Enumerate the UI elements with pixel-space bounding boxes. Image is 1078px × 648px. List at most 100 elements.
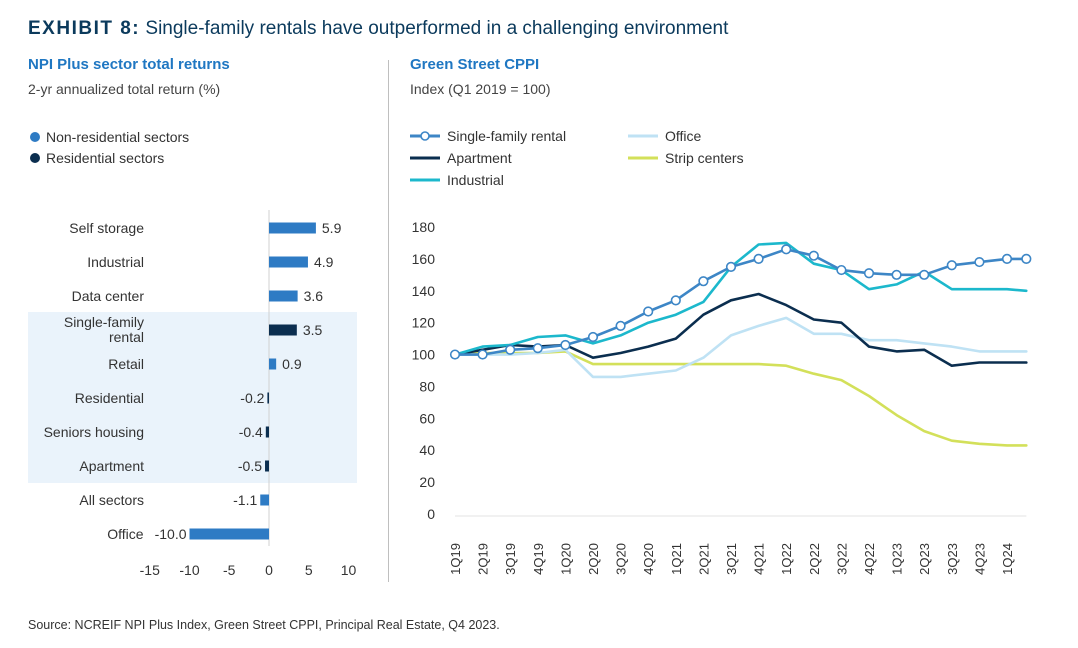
sfr-marker [670, 295, 681, 306]
bar-value-label: -1.1 [233, 492, 257, 508]
x-tick-label: 2Q21 [696, 543, 711, 575]
y-tick-label: 80 [419, 378, 435, 394]
bar [265, 460, 269, 472]
y-tick-label: 20 [419, 474, 435, 490]
x-tick-label: 0 [265, 562, 273, 578]
x-tick-label: 4Q22 [862, 543, 877, 575]
exhibit-heading: Single-family rentals have outperformed … [145, 18, 729, 39]
category-label: All sectors [79, 492, 144, 508]
y-tick-label: 0 [427, 506, 435, 522]
y-tick-label: 100 [412, 347, 436, 363]
bar [267, 392, 269, 404]
series-line-office [453, 316, 1028, 379]
sfr-marker [974, 256, 985, 268]
sfr-marker [946, 260, 957, 271]
y-tick-label: 40 [419, 442, 435, 458]
left-panel-subtitle: 2-yr annualized total return (%) [28, 81, 221, 97]
x-tick-label: 4Q21 [752, 543, 767, 575]
legend-label: Office [665, 128, 702, 144]
x-tick-label: 4Q23 [972, 543, 987, 575]
sfr-marker [587, 331, 599, 343]
right-panel-subtitle: Index (Q1 2019 = 100) [410, 81, 551, 97]
x-tick-label: 1Q20 [558, 543, 573, 575]
source-note: Source: NCREIF NPI Plus Index, Green Str… [28, 618, 500, 632]
bar-value-label: -0.5 [238, 458, 262, 474]
x-tick-label: 1Q24 [1000, 543, 1015, 575]
category-label: Office [107, 526, 144, 542]
legend-label: Single-family rental [447, 128, 566, 144]
y-tick-label: 140 [412, 283, 436, 299]
bar [269, 222, 316, 234]
sfr-marker [891, 269, 902, 280]
bar-value-label: -0.2 [240, 390, 264, 406]
x-tick-label: -5 [223, 562, 236, 578]
bar [269, 290, 298, 302]
category-label: Industrial [87, 254, 144, 270]
series-line-strip-centers [453, 350, 1028, 447]
bar [269, 324, 297, 336]
sfr-marker [643, 306, 654, 317]
category-label: Apartment [79, 458, 144, 474]
legend-marker-1 [30, 153, 40, 163]
sfr-marker [477, 349, 488, 360]
bar-value-label: 0.9 [282, 356, 302, 372]
sfr-marker [615, 320, 626, 331]
sfr-marker [725, 261, 737, 272]
bar [260, 494, 269, 506]
sfr-marker [1021, 253, 1032, 264]
x-tick-label: -15 [140, 562, 160, 578]
series-line-single-family-rental [453, 248, 1028, 356]
sfr-marker [863, 268, 875, 279]
x-tick-label: 3Q19 [503, 543, 518, 575]
bar-value-label: 3.5 [303, 322, 323, 338]
sfr-marker [505, 344, 516, 355]
bar-value-label: 3.6 [304, 288, 324, 304]
x-tick-label: 3Q23 [945, 543, 960, 575]
sfr-marker [532, 343, 543, 354]
panel-divider [388, 60, 389, 582]
category-label: Self storage [69, 220, 144, 236]
y-tick-label: 160 [412, 251, 436, 267]
x-tick-label: 1Q22 [779, 543, 794, 575]
legend-label-1: Residential sectors [46, 150, 164, 166]
sfr-marker [698, 276, 709, 287]
bar [269, 256, 308, 268]
category-label: Residential [75, 390, 144, 406]
x-tick-label: 4Q19 [531, 543, 546, 575]
x-tick-label: 5 [305, 562, 313, 578]
legend-marker [420, 131, 430, 141]
y-tick-label: 120 [412, 315, 436, 331]
left-panel-title: NPI Plus sector total returns [28, 56, 230, 73]
bar [269, 358, 277, 370]
exhibit-title: EXHIBIT 8: Single-family rentals have ou… [28, 18, 728, 40]
x-tick-label: 1Q21 [669, 543, 684, 575]
legend-label: Apartment [447, 150, 512, 166]
y-tick-label: 60 [419, 410, 435, 426]
sfr-marker [808, 250, 819, 261]
bar-value-label: 5.9 [322, 220, 342, 236]
legend-label: Strip centers [665, 150, 744, 166]
x-tick-label: 10 [341, 562, 357, 578]
right-panel-title: Green Street CPPI [410, 56, 540, 73]
sfr-marker [836, 264, 847, 276]
category-label: Single-family rental [64, 314, 144, 345]
bar [265, 426, 269, 438]
sfr-marker [449, 349, 461, 360]
legend-marker-0 [30, 132, 40, 142]
exhibit-label: EXHIBIT 8: [28, 18, 141, 39]
bar-value-label: -0.4 [239, 424, 263, 440]
y-tick-label: 180 [412, 219, 436, 235]
bar [189, 528, 269, 540]
sfr-marker [560, 339, 571, 351]
residential-highlight-band [28, 312, 357, 483]
category-label: Seniors housing [44, 424, 144, 440]
x-tick-label: 2Q22 [807, 543, 822, 575]
sfr-marker [781, 244, 792, 255]
legend-label-0: Non-residential sectors [46, 129, 189, 145]
sfr-marker [753, 253, 764, 264]
series-line-apartment [453, 292, 1028, 367]
x-tick-label: -10 [179, 562, 199, 578]
bar-value-label: -10.0 [155, 526, 187, 542]
x-tick-label: 1Q19 [448, 543, 463, 575]
category-label: Data center [72, 288, 145, 304]
